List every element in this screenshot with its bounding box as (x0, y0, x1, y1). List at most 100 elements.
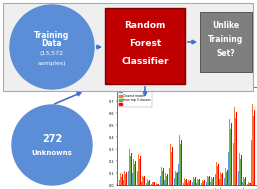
Bar (250, 183, 251, 185)
Bar (175, 171, 176, 185)
Bar (237, 171, 238, 185)
Bar (157, 184, 158, 185)
Bar (121, 177, 122, 185)
Bar (160, 176, 161, 185)
Bar (213, 177, 214, 185)
Bar (225, 168, 226, 185)
Bar (192, 182, 193, 185)
Bar (177, 172, 178, 185)
Circle shape (10, 5, 94, 89)
Bar (179, 135, 180, 185)
Bar (190, 180, 191, 185)
Bar (198, 180, 199, 185)
Bar (252, 104, 253, 185)
Bar (147, 179, 148, 185)
Bar (135, 161, 136, 185)
Bar (224, 178, 225, 185)
Bar (143, 177, 144, 185)
Bar (128, 171, 129, 185)
Bar (180, 144, 181, 185)
Bar (125, 174, 126, 185)
Bar (236, 112, 237, 185)
Text: Training: Training (208, 36, 244, 44)
Text: Forest: Forest (129, 40, 161, 49)
Bar (118, 180, 120, 185)
Bar (233, 143, 234, 185)
Bar (249, 183, 250, 185)
Bar (144, 176, 145, 185)
Bar (137, 171, 138, 185)
FancyBboxPatch shape (3, 3, 253, 91)
Text: Random: Random (124, 22, 166, 30)
Bar (122, 174, 123, 185)
Bar (188, 180, 189, 185)
Bar (206, 182, 207, 185)
Bar (123, 180, 124, 185)
Bar (126, 172, 127, 185)
Bar (171, 152, 172, 185)
Legend: Unknown, Closest match, from top 3 classes, : Unknown, Closest match, from top 3 class… (118, 88, 152, 107)
Text: samples): samples) (38, 60, 66, 66)
Bar (202, 180, 203, 185)
Bar (242, 182, 243, 185)
Bar (207, 176, 208, 185)
Bar (140, 156, 141, 185)
Bar (196, 183, 197, 185)
Bar (164, 180, 165, 185)
Text: Training: Training (34, 30, 70, 40)
Bar (228, 152, 230, 185)
Bar (221, 174, 222, 185)
Text: (13,572: (13,572 (40, 51, 64, 57)
Bar (189, 181, 190, 185)
Bar (142, 176, 143, 185)
Bar (181, 140, 182, 185)
Bar (178, 164, 179, 185)
Bar (218, 164, 219, 185)
Bar (153, 182, 154, 185)
Bar (235, 118, 236, 185)
Bar (238, 153, 240, 185)
Bar (146, 183, 147, 185)
Bar (194, 179, 195, 185)
Bar (187, 183, 188, 185)
Bar (227, 170, 228, 185)
Bar (176, 173, 177, 185)
Bar (152, 182, 153, 185)
Text: Set?: Set? (217, 50, 235, 59)
Bar (220, 172, 221, 185)
Bar (173, 178, 175, 185)
Bar (197, 179, 198, 185)
Bar (186, 179, 187, 185)
Bar (222, 173, 223, 185)
Bar (203, 181, 204, 185)
Bar (244, 179, 245, 185)
Bar (195, 177, 196, 185)
Text: Data: Data (42, 40, 62, 49)
Bar (208, 177, 209, 185)
Bar (253, 116, 254, 185)
Bar (216, 163, 217, 185)
Bar (232, 123, 233, 185)
Bar (248, 182, 249, 185)
Bar (162, 171, 163, 185)
Bar (151, 184, 152, 185)
Bar (163, 168, 164, 185)
Bar (247, 184, 248, 185)
Bar (165, 173, 166, 185)
Bar (217, 166, 218, 185)
Bar (148, 181, 149, 185)
Bar (212, 179, 213, 185)
Text: Unlike: Unlike (213, 22, 240, 30)
Bar (170, 144, 171, 185)
Bar (254, 110, 255, 185)
Bar (124, 171, 125, 185)
Bar (251, 140, 252, 185)
Bar (185, 180, 186, 185)
Bar (245, 177, 246, 185)
Bar (129, 149, 130, 185)
Bar (184, 178, 185, 185)
Bar (199, 180, 200, 185)
Bar (156, 183, 157, 185)
Bar (169, 168, 170, 185)
Bar (210, 182, 211, 185)
